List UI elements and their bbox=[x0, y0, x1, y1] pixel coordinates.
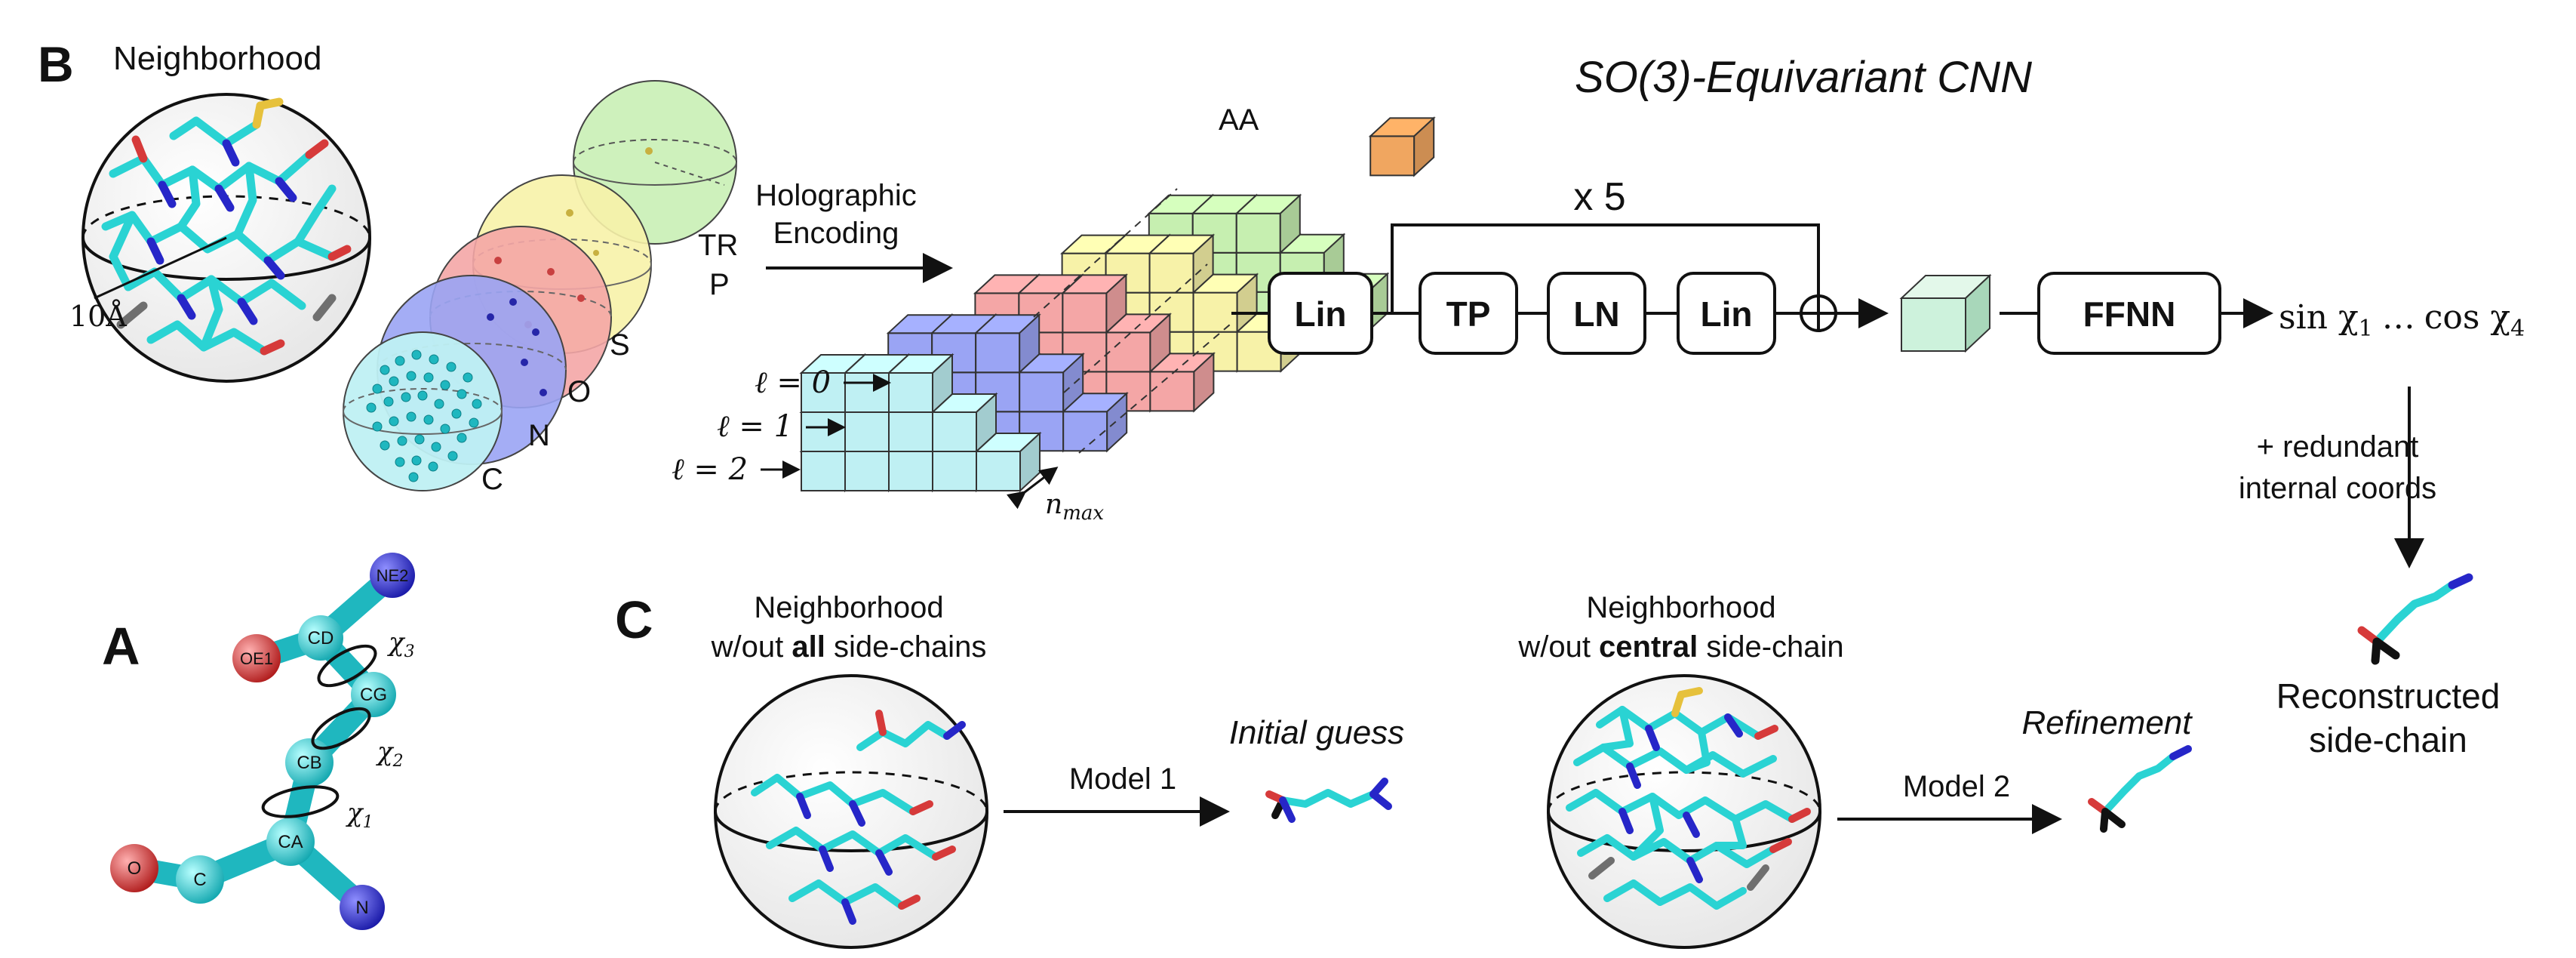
reconstructed-line1: Reconstructed bbox=[2276, 676, 2501, 716]
svg-text:FFNN: FFNN bbox=[2083, 294, 2176, 334]
ffnn-block: FFNN bbox=[2037, 272, 2221, 355]
panel-a-letter: A bbox=[102, 617, 140, 676]
encoding-label-line2: Encoding bbox=[773, 217, 899, 250]
l1-label: ℓ = 1 bbox=[717, 409, 793, 444]
channel-sphere-c bbox=[343, 331, 503, 491]
c-left-title-line1: Neighborhood bbox=[754, 591, 943, 624]
reconstructed-line2: side-chain bbox=[2309, 720, 2467, 759]
initial-guess-sidechain bbox=[1265, 778, 1392, 823]
encoding-label-line1: Holographic bbox=[755, 179, 916, 212]
network-title: SO(3)-Equivariant CNN bbox=[1575, 53, 2032, 102]
atom-cg: CG bbox=[360, 685, 387, 705]
svg-text:Lin: Lin bbox=[1295, 294, 1347, 334]
aa-label: AA bbox=[1219, 103, 1259, 137]
channel-label-n: N bbox=[528, 419, 550, 452]
svg-text:LN: LN bbox=[1573, 294, 1619, 334]
atom-cb: CB bbox=[297, 753, 321, 773]
redundant-line2: internal coords bbox=[2239, 472, 2436, 505]
atom-n: N bbox=[355, 898, 368, 918]
atom-oe1: OE1 bbox=[240, 649, 273, 668]
redundant-line1: + redundant bbox=[2257, 430, 2419, 464]
chi2-label: χ2 bbox=[376, 737, 404, 771]
model1-label: Model 1 bbox=[1069, 762, 1176, 796]
neighborhood-sphere bbox=[81, 93, 371, 383]
atom-c: C bbox=[193, 870, 206, 890]
initial-guess-label: Initial guess bbox=[1229, 714, 1404, 751]
channel-spheres bbox=[343, 80, 737, 491]
c-left-sphere bbox=[714, 674, 988, 949]
c-right-title-line2: w/out central side-chain bbox=[1517, 630, 1843, 664]
l-labels: ℓ = 0 ℓ = 1 ℓ = 2 bbox=[672, 365, 891, 487]
refinement-label: Refinement bbox=[2021, 704, 2193, 741]
repeat-label: x 5 bbox=[1573, 175, 1625, 219]
lin-block-2: Lin bbox=[1677, 272, 1776, 355]
svg-text:TP: TP bbox=[1446, 294, 1491, 334]
nmax-label: nmax bbox=[1045, 489, 1104, 525]
channel-label-o: O bbox=[567, 375, 591, 408]
glutamine-model bbox=[110, 553, 415, 930]
lin-block-1: Lin bbox=[1268, 272, 1373, 355]
channel-label-c: C bbox=[481, 463, 503, 496]
c-left-title-line2: w/out all side-chains bbox=[711, 630, 987, 664]
panel-c-letter: C bbox=[615, 590, 653, 649]
refined-sidechain bbox=[2088, 745, 2192, 833]
chi3-label: χ3 bbox=[387, 627, 415, 661]
l2-label: ℓ = 2 bbox=[672, 452, 748, 487]
channel-label-p: P bbox=[709, 268, 730, 301]
neighborhood-label: Neighborhood bbox=[113, 40, 321, 77]
c-right-sphere bbox=[1547, 674, 1821, 949]
l0-label: ℓ = 0 bbox=[755, 365, 831, 400]
atom-ca: CA bbox=[278, 832, 303, 852]
embedding-cube bbox=[1899, 273, 1992, 353]
model2-label: Model 2 bbox=[1903, 770, 2010, 803]
nmax-arrow bbox=[1007, 467, 1059, 510]
panel-b-letter: B bbox=[38, 36, 74, 92]
reconstructed-sidechain bbox=[2357, 573, 2473, 665]
channel-label-s: S bbox=[610, 328, 630, 362]
atom-ne2: NE2 bbox=[377, 566, 409, 585]
ln-block: LN bbox=[1547, 272, 1646, 355]
tp-block: TP bbox=[1419, 272, 1518, 355]
c-right-title-line1: Neighborhood bbox=[1586, 591, 1775, 624]
atom-cd: CD bbox=[308, 628, 334, 648]
channel-label-tr: TR bbox=[698, 229, 738, 262]
chi1-label: χ1 bbox=[346, 798, 373, 832]
network-diagram bbox=[1231, 223, 2424, 568]
svg-text:Lin: Lin bbox=[1701, 294, 1753, 334]
radius-label: 10Å bbox=[69, 300, 127, 333]
output-angles: sin χ1… cos χ4 bbox=[2279, 298, 2525, 342]
atom-o: O bbox=[128, 858, 142, 879]
